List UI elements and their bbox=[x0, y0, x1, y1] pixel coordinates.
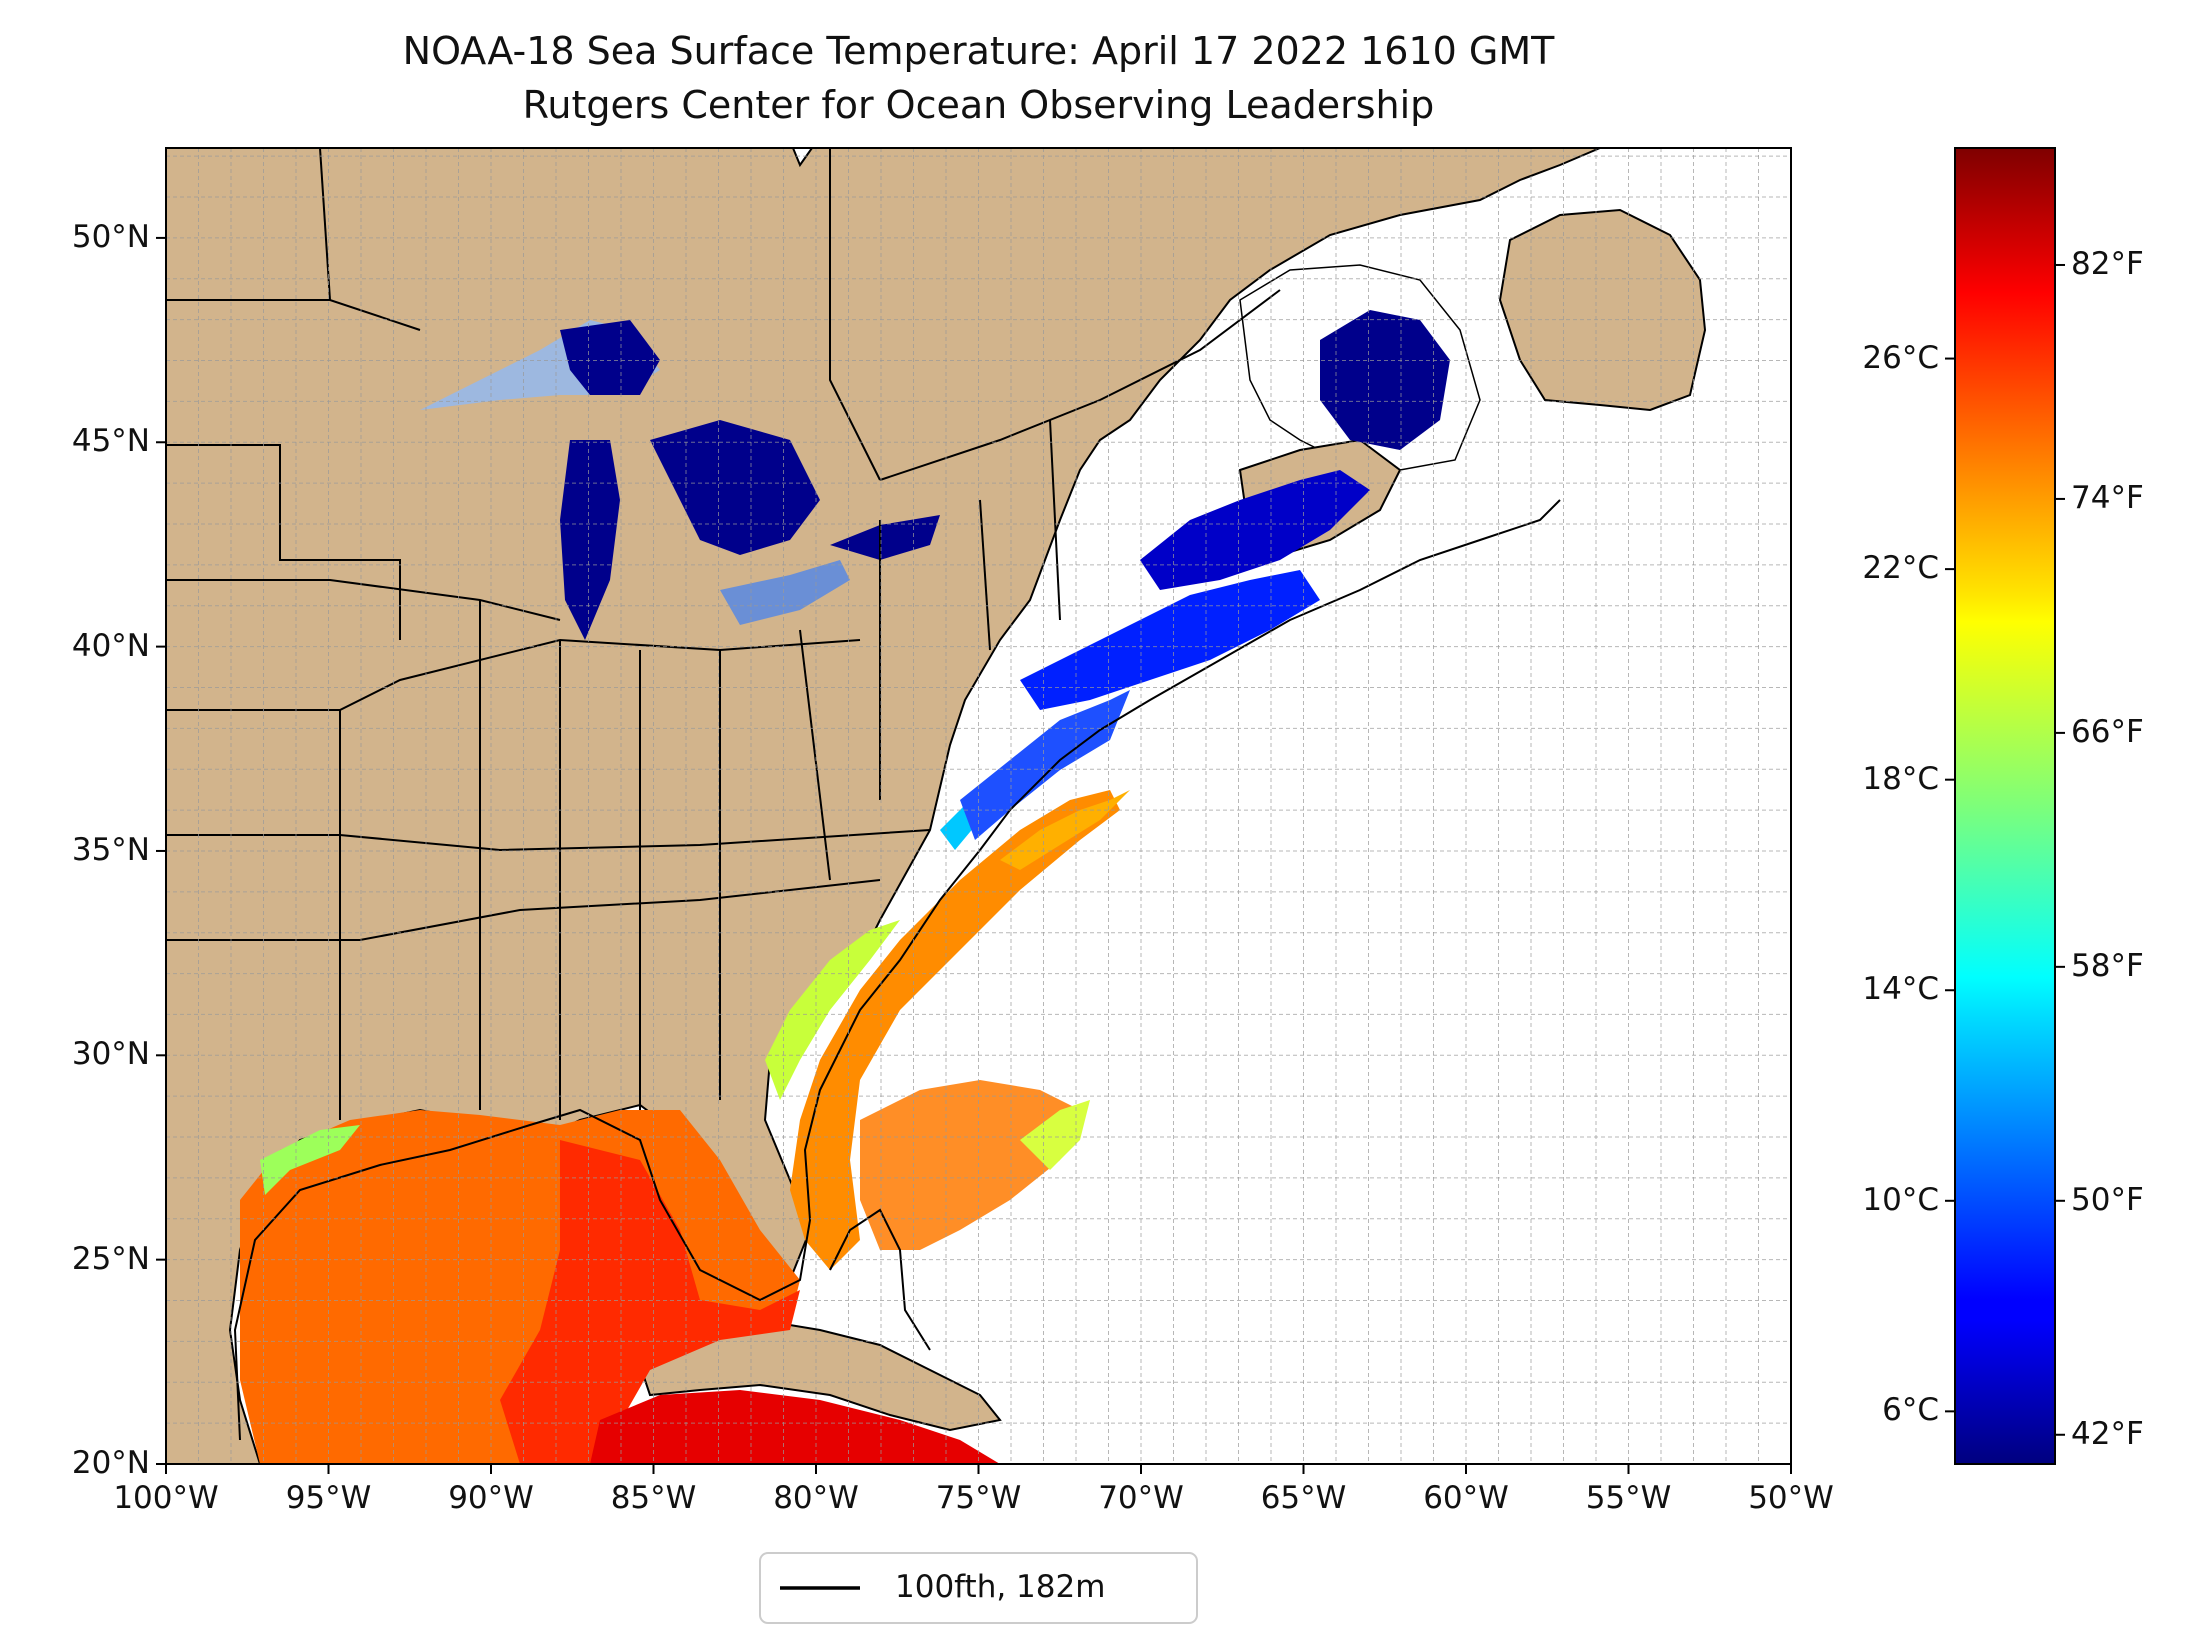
colorbar-fahrenheit-label: 42°F bbox=[2071, 1415, 2144, 1452]
lat-tick-label: 40°N bbox=[71, 627, 150, 664]
land-newfoundland bbox=[1498, 208, 1707, 412]
colorbar-fahrenheit-label: 66°F bbox=[2071, 713, 2144, 750]
legend-box bbox=[759, 1552, 1198, 1624]
sst-caribbean bbox=[590, 1390, 1000, 1464]
colorbar-ticks bbox=[1945, 263, 2065, 1436]
legend bbox=[759, 1552, 1198, 1624]
colorbar-celsius-label: 18°C bbox=[1862, 760, 1939, 797]
colorbar-celsius-label: 14°C bbox=[1862, 971, 1939, 1008]
colorbar-fahrenheit-label: 82°F bbox=[2071, 245, 2144, 282]
lon-tick-label: 75°W bbox=[935, 1480, 1022, 1516]
sst-scotian-shelf bbox=[1140, 470, 1370, 590]
political-borders bbox=[166, 148, 1281, 1120]
lon-tick-label: 60°W bbox=[1423, 1480, 1509, 1516]
colorbar bbox=[1954, 147, 2056, 1465]
lake-erie bbox=[720, 560, 850, 625]
lake-ontario bbox=[830, 515, 940, 560]
sst-gulf-coast-cool bbox=[260, 1125, 360, 1195]
colorbar-celsius-label: 6°C bbox=[1882, 1392, 1939, 1429]
sst-gulf-warm-core bbox=[500, 1140, 800, 1464]
lon-tick-label: 65°W bbox=[1260, 1480, 1347, 1516]
colorbar-celsius-label: 26°C bbox=[1862, 339, 1939, 376]
lon-tick-label: 90°W bbox=[448, 1480, 534, 1516]
sst-st-lawrence-cold bbox=[1320, 310, 1450, 450]
lat-tick-label: 35°N bbox=[71, 831, 150, 868]
sst-gulf-stream bbox=[790, 790, 1120, 1270]
lat-tick-label: 30°N bbox=[71, 1036, 150, 1073]
lake-huron bbox=[650, 420, 820, 555]
map-title: NOAA-18 Sea Surface Temperature: April 1… bbox=[402, 29, 1555, 73]
map-gridlines bbox=[165, 148, 1792, 1465]
lake-superior-cold bbox=[560, 320, 660, 395]
lat-tick-label: 25°N bbox=[71, 1240, 150, 1277]
lon-tick-label: 55°W bbox=[1585, 1480, 1672, 1516]
isobath-100fth bbox=[233, 499, 1561, 1441]
lon-tick-label: 70°W bbox=[1098, 1480, 1184, 1516]
sst-offshore-cool-patch bbox=[1020, 1100, 1090, 1170]
colorbar-fahrenheit-label: 58°F bbox=[2071, 947, 2144, 984]
lon-tick-label: 85°W bbox=[610, 1480, 697, 1516]
lat-tick-label: 20°N bbox=[71, 1445, 150, 1481]
sst-gulf-of-maine bbox=[1020, 570, 1320, 710]
colorbar-fahrenheit-label: 50°F bbox=[2071, 1181, 2144, 1218]
lat-tick-label: 50°N bbox=[71, 218, 150, 255]
isobath-100fth-florida-straits bbox=[829, 1208, 931, 1351]
lake-michigan bbox=[560, 440, 620, 640]
colorbar-celsius-label: 10°C bbox=[1862, 1181, 1939, 1218]
lon-tick-label: 50°W bbox=[1748, 1480, 1834, 1516]
colorbar-fahrenheit-label: 74°F bbox=[2071, 479, 2144, 516]
legend-label: 100fth, 182m bbox=[895, 1569, 1106, 1605]
sst-offshore-patches bbox=[860, 1080, 1080, 1250]
lat-tick-label: 45°N bbox=[71, 423, 150, 460]
axis-ticks bbox=[156, 236, 1792, 1474]
lon-tick-label: 80°W bbox=[773, 1480, 859, 1516]
colorbar-celsius-label: 22°C bbox=[1862, 550, 1939, 587]
lon-tick-label: 95°W bbox=[285, 1480, 372, 1516]
map-subtitle: Rutgers Center for Ocean Observing Leade… bbox=[522, 83, 1435, 127]
lon-tick-label: 100°W bbox=[113, 1480, 219, 1516]
sst-shelf-slope bbox=[960, 690, 1130, 840]
